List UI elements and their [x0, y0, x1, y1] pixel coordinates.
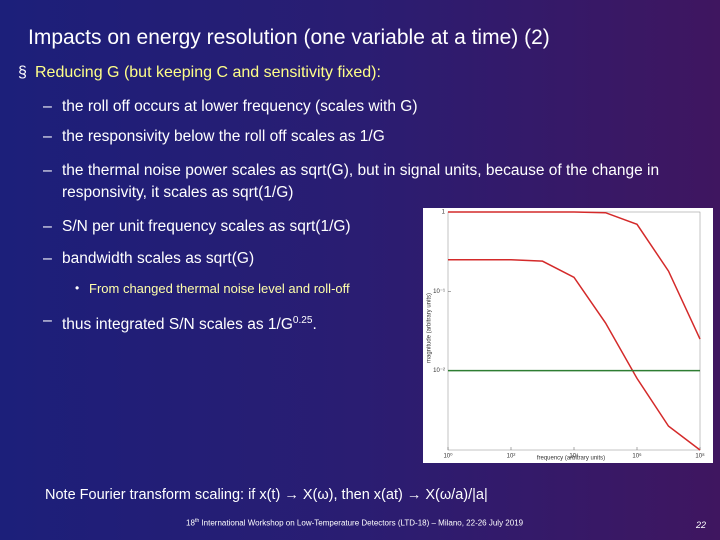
page-number: 22	[696, 520, 707, 530]
bullet-text: Reducing G (but keeping C and sensitivit…	[35, 64, 381, 81]
text: .	[312, 316, 317, 334]
bullet: § Reducing G (but keeping C and sensitivi…	[18, 64, 381, 81]
series-line	[448, 259, 701, 451]
sub-bullet: bandwidth scales as sqrt(G)	[62, 250, 255, 267]
y-tick-label: 10⁻¹	[433, 289, 445, 295]
footer: 18th International Workshop on Low-Tempe…	[186, 518, 523, 528]
chart: frequency (arbitrary units) magnitude (a…	[423, 208, 713, 463]
dash: –	[43, 128, 52, 145]
sub-bullet: the roll off occurs at lower frequency (…	[62, 98, 418, 115]
x-axis-label: frequency (arbitrary units)	[537, 456, 605, 462]
text: 18	[186, 518, 195, 528]
sup: th	[194, 518, 200, 524]
sub-sub-bullet: From changed thermal noise level and rol…	[89, 281, 350, 296]
y-tick-label: 10⁻²	[433, 368, 445, 374]
text: International Workshop on Low-Temperatur…	[199, 518, 524, 528]
y-tick-label: 1	[442, 210, 446, 216]
dash: –	[43, 98, 52, 115]
x-tick-label: 10⁴	[569, 453, 579, 460]
plot-frame	[447, 211, 701, 451]
sub-bullet: the responsivity below the roll off scal…	[62, 128, 385, 145]
title: Impacts on energy resolution (one variab…	[28, 26, 550, 49]
note: Note Fourier transform scaling: if x(t) …	[45, 487, 488, 503]
sup: 0.25	[292, 315, 313, 326]
x-tick-label: 10⁶	[632, 453, 642, 460]
dash: –	[43, 312, 52, 329]
y-axis-label: magnitude (arbitrary units)	[427, 293, 433, 363]
x-tick-label: 10⁰	[443, 453, 453, 460]
sub-bullet: the thermal noise power scales as sqrt(G…	[62, 162, 660, 201]
sub-bullet: S/N per unit frequency scales as sqrt(1/…	[62, 218, 351, 235]
dot: •	[75, 281, 80, 295]
dash: –	[43, 250, 52, 267]
x-tick-label: 10⁸	[695, 453, 705, 460]
text: thus integrated S/N scales as 1/G	[62, 316, 293, 334]
x-tick-label: 10²	[507, 454, 516, 460]
dash: –	[43, 218, 52, 235]
series-line	[448, 211, 701, 340]
sub-bullet: thus integrated S/N scales as 1/G0.25.	[62, 310, 677, 336]
dash: –	[43, 162, 52, 179]
